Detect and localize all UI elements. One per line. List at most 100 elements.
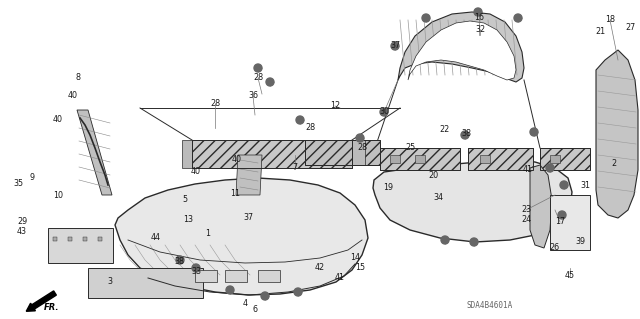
- Bar: [540, 148, 590, 170]
- Bar: [225, 270, 247, 282]
- Text: 16: 16: [474, 13, 484, 23]
- Text: 28: 28: [253, 73, 263, 83]
- Text: 13: 13: [183, 216, 193, 225]
- Circle shape: [176, 256, 184, 264]
- Circle shape: [441, 236, 449, 244]
- Bar: [305, 140, 380, 165]
- Circle shape: [560, 181, 568, 189]
- Text: 31: 31: [580, 182, 590, 190]
- Text: FR.: FR.: [44, 303, 60, 313]
- Text: 24: 24: [521, 216, 531, 225]
- Text: 40: 40: [191, 167, 201, 176]
- Text: 40: 40: [232, 155, 242, 165]
- Polygon shape: [352, 140, 365, 165]
- Bar: [390, 155, 400, 163]
- Circle shape: [546, 164, 554, 172]
- Text: 6: 6: [253, 306, 257, 315]
- Text: 5: 5: [182, 195, 188, 204]
- Text: 26: 26: [549, 243, 559, 253]
- Text: 39: 39: [575, 238, 585, 247]
- Text: 34: 34: [433, 194, 443, 203]
- Text: 36: 36: [248, 92, 258, 100]
- Bar: [192, 140, 352, 168]
- Polygon shape: [596, 50, 638, 218]
- Text: 37: 37: [390, 41, 400, 50]
- Polygon shape: [115, 178, 368, 295]
- Text: 1: 1: [205, 229, 211, 239]
- Text: SDA4B4601A: SDA4B4601A: [467, 300, 513, 309]
- Text: 21: 21: [595, 27, 605, 36]
- Text: 35: 35: [13, 180, 23, 189]
- Text: 25: 25: [406, 144, 416, 152]
- Circle shape: [391, 42, 399, 50]
- Text: 7: 7: [292, 164, 298, 173]
- Circle shape: [266, 78, 274, 86]
- Polygon shape: [236, 155, 262, 195]
- Text: 32: 32: [475, 26, 485, 34]
- Text: 12: 12: [330, 101, 340, 110]
- Text: 42: 42: [315, 263, 325, 272]
- Bar: [192, 140, 352, 168]
- Circle shape: [226, 286, 234, 294]
- Circle shape: [558, 211, 566, 219]
- Circle shape: [514, 14, 522, 22]
- Bar: [88, 268, 203, 298]
- Text: 9: 9: [29, 174, 35, 182]
- Circle shape: [530, 128, 538, 136]
- Text: 15: 15: [355, 263, 365, 272]
- Polygon shape: [373, 160, 572, 242]
- Bar: [468, 148, 533, 170]
- Bar: [48, 228, 113, 263]
- Circle shape: [296, 116, 304, 124]
- Circle shape: [192, 264, 200, 272]
- Circle shape: [380, 108, 388, 116]
- Circle shape: [422, 14, 430, 22]
- Text: 18: 18: [605, 16, 615, 25]
- Bar: [380, 148, 460, 170]
- Text: 22: 22: [439, 125, 449, 135]
- Text: 23: 23: [521, 205, 531, 214]
- Bar: [68, 237, 72, 241]
- Text: 3: 3: [108, 278, 113, 286]
- Circle shape: [470, 238, 478, 246]
- Text: 43: 43: [17, 227, 27, 236]
- Polygon shape: [408, 21, 516, 80]
- Circle shape: [461, 131, 469, 139]
- Bar: [468, 148, 533, 170]
- Text: 17: 17: [555, 218, 565, 226]
- Text: 40: 40: [53, 115, 63, 124]
- Text: 33: 33: [191, 268, 201, 277]
- Text: 14: 14: [350, 254, 360, 263]
- Bar: [380, 148, 460, 170]
- Text: 29: 29: [17, 218, 27, 226]
- Text: 2: 2: [611, 159, 616, 167]
- Text: 20: 20: [428, 170, 438, 180]
- Text: 44: 44: [151, 234, 161, 242]
- Circle shape: [356, 134, 364, 142]
- Text: 41: 41: [335, 273, 345, 283]
- Bar: [550, 195, 590, 250]
- Bar: [258, 270, 280, 282]
- Text: 27: 27: [625, 24, 635, 33]
- Bar: [540, 148, 590, 170]
- FancyArrow shape: [26, 291, 56, 311]
- Bar: [415, 155, 425, 163]
- Bar: [98, 237, 102, 241]
- Polygon shape: [77, 110, 112, 195]
- Polygon shape: [530, 165, 552, 248]
- Circle shape: [261, 292, 269, 300]
- Bar: [53, 237, 57, 241]
- Bar: [195, 270, 217, 282]
- Text: 28: 28: [357, 144, 367, 152]
- Text: 11: 11: [230, 189, 240, 198]
- Text: 10: 10: [53, 191, 63, 201]
- Bar: [305, 140, 380, 165]
- Bar: [480, 155, 490, 163]
- Text: 28: 28: [305, 123, 315, 132]
- Text: 38: 38: [461, 130, 471, 138]
- Circle shape: [254, 64, 262, 72]
- Text: 38: 38: [174, 257, 184, 266]
- Text: 8: 8: [76, 73, 81, 83]
- Circle shape: [294, 288, 302, 296]
- Polygon shape: [398, 12, 524, 82]
